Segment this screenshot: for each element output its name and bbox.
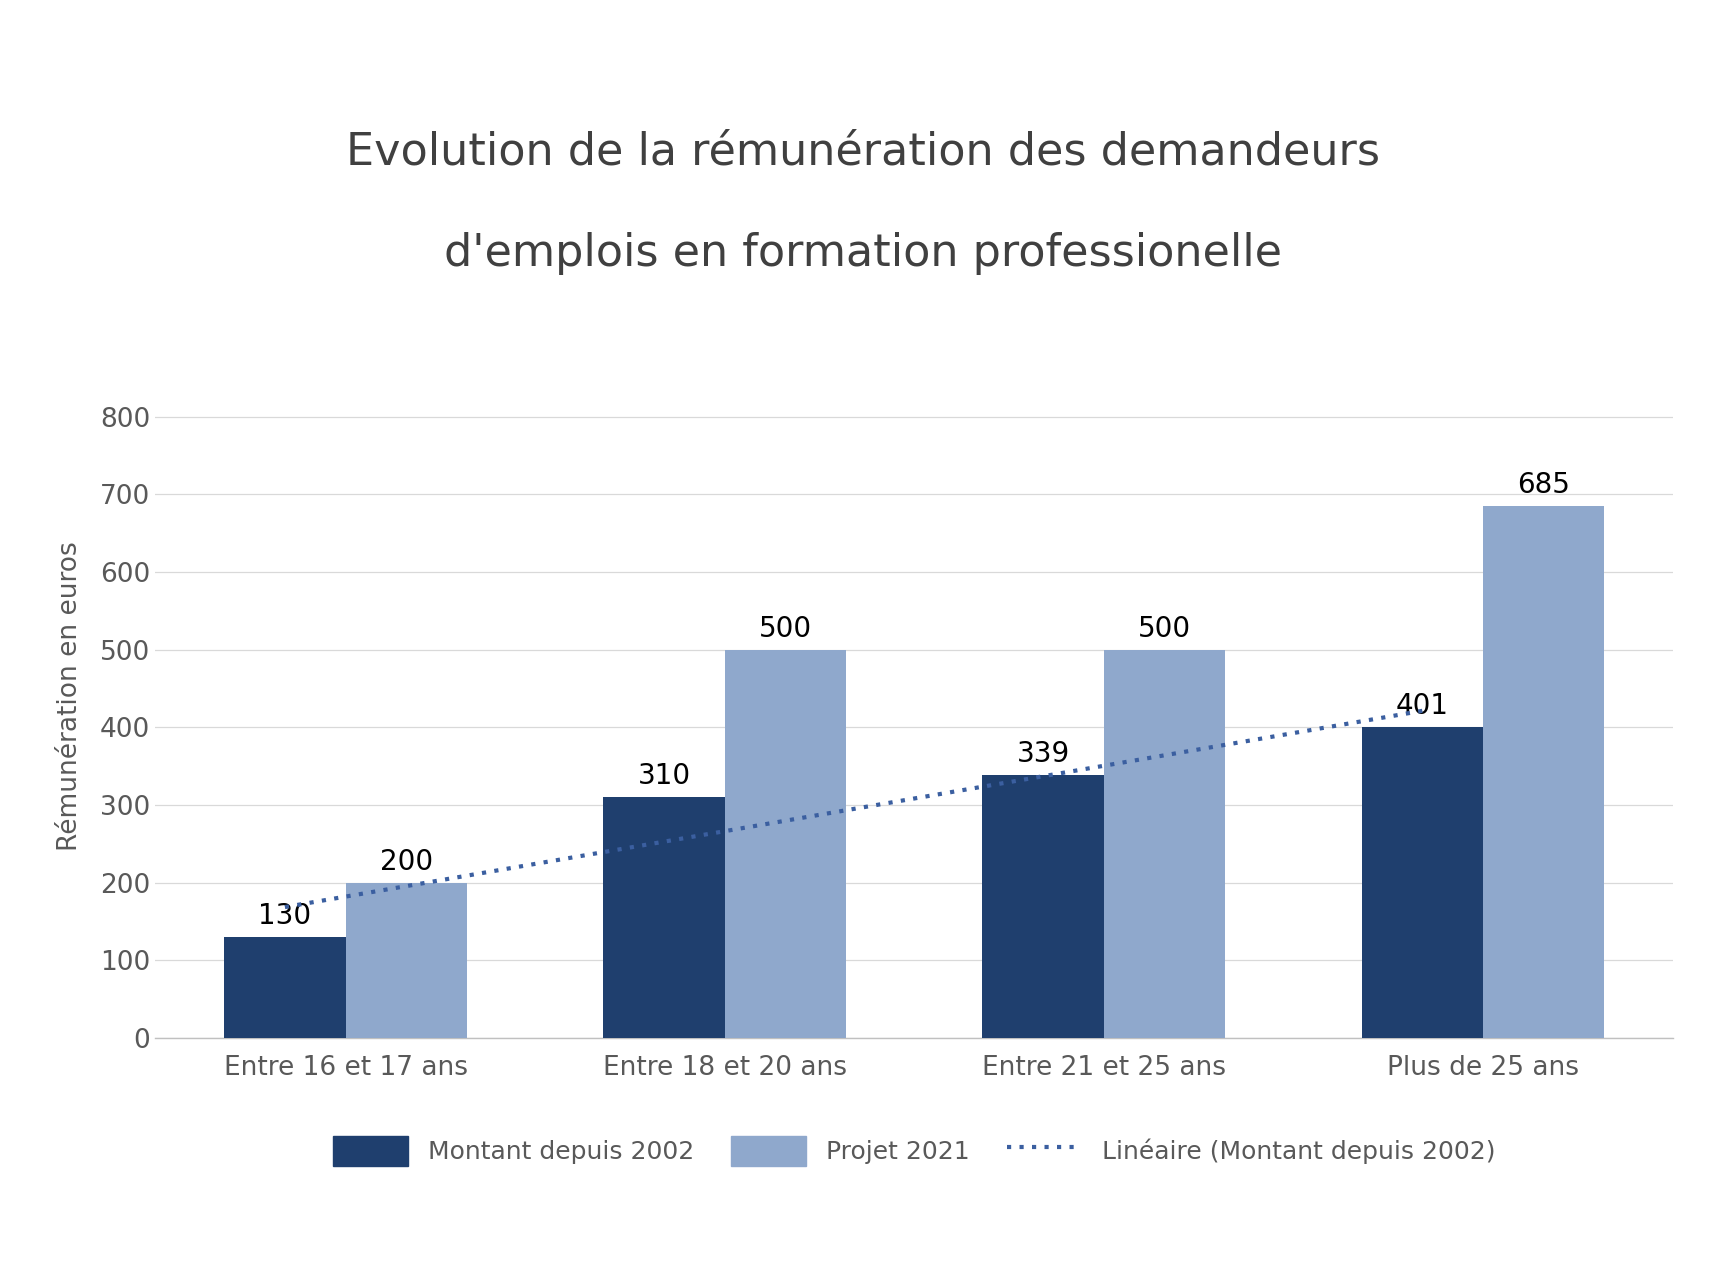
Bar: [1104, 649, 1225, 1038]
Text: 339: 339: [1016, 739, 1070, 767]
Y-axis label: Rémunération en euros: Rémunération en euros: [57, 542, 83, 851]
Text: 130: 130: [259, 903, 312, 931]
Bar: [983, 775, 1104, 1038]
Bar: [1361, 727, 1484, 1038]
Bar: [345, 882, 467, 1038]
Text: 310: 310: [638, 762, 690, 790]
Text: d'emplois en formation professionelle: d'emplois en formation professionelle: [443, 232, 1282, 275]
Bar: [604, 798, 724, 1038]
Text: 401: 401: [1396, 691, 1449, 719]
Text: 500: 500: [1138, 615, 1190, 643]
Text: 200: 200: [380, 848, 433, 876]
Text: Evolution de la rémunération des demandeurs: Evolution de la rémunération des demande…: [345, 130, 1380, 173]
Bar: [724, 649, 845, 1038]
Text: 500: 500: [759, 615, 812, 643]
Legend: Montant depuis 2002, Projet 2021, Linéaire (Montant depuis 2002): Montant depuis 2002, Projet 2021, Linéai…: [323, 1125, 1506, 1176]
Bar: [224, 937, 345, 1038]
Bar: [1484, 506, 1604, 1038]
Text: 685: 685: [1518, 471, 1570, 499]
